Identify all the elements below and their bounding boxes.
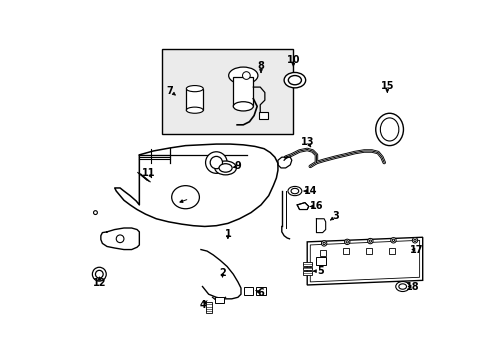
Text: 9: 9 [234,161,241,171]
Ellipse shape [398,284,406,289]
Circle shape [242,72,250,80]
Circle shape [344,239,349,244]
Bar [162,49,293,134]
Circle shape [95,270,103,278]
Ellipse shape [171,186,199,209]
Ellipse shape [214,161,236,175]
Text: 18: 18 [405,282,419,292]
Bar [233,77,253,106]
Circle shape [346,241,347,243]
Ellipse shape [395,282,409,292]
Text: 15: 15 [380,81,393,91]
Bar [302,266,311,270]
Circle shape [391,239,394,242]
Ellipse shape [290,188,298,194]
Circle shape [390,238,395,243]
Text: 14: 14 [303,186,316,196]
Bar [302,262,311,266]
Circle shape [93,211,97,215]
Text: 8: 8 [257,61,264,71]
Text: 12: 12 [92,278,106,288]
Text: 6: 6 [257,288,264,298]
Ellipse shape [228,67,257,84]
Bar [214,297,224,303]
Bar [302,271,311,275]
Circle shape [368,240,371,242]
Bar [258,112,267,119]
Text: 1: 1 [224,229,231,239]
Circle shape [205,152,226,173]
Bar [319,249,325,256]
Bar [244,287,253,295]
Circle shape [321,241,326,246]
Bar [342,248,348,254]
Ellipse shape [375,113,403,145]
Circle shape [92,267,106,281]
Ellipse shape [380,118,398,141]
Text: 2: 2 [219,267,225,278]
Text: 16: 16 [309,202,323,211]
Bar [316,257,325,265]
Circle shape [323,242,325,244]
Circle shape [116,235,123,243]
Ellipse shape [186,107,203,113]
Polygon shape [297,203,308,210]
Ellipse shape [219,164,232,172]
Circle shape [413,239,415,242]
Ellipse shape [284,72,305,88]
Bar [256,287,265,295]
Text: 5: 5 [316,266,323,276]
Ellipse shape [287,186,301,195]
Bar [388,248,394,254]
Text: 11: 11 [142,167,155,177]
Circle shape [411,238,417,243]
Ellipse shape [233,102,253,111]
Text: 10: 10 [286,55,300,65]
Text: 4: 4 [200,300,206,310]
Polygon shape [306,237,422,285]
Text: 3: 3 [332,211,338,221]
Bar [186,89,203,110]
Ellipse shape [186,86,203,92]
Bar [205,302,211,313]
Ellipse shape [288,76,301,85]
Text: 13: 13 [300,137,313,147]
Bar [365,248,371,254]
Circle shape [210,156,222,169]
Text: 7: 7 [166,86,173,96]
Circle shape [367,238,372,244]
Text: 17: 17 [409,244,423,255]
